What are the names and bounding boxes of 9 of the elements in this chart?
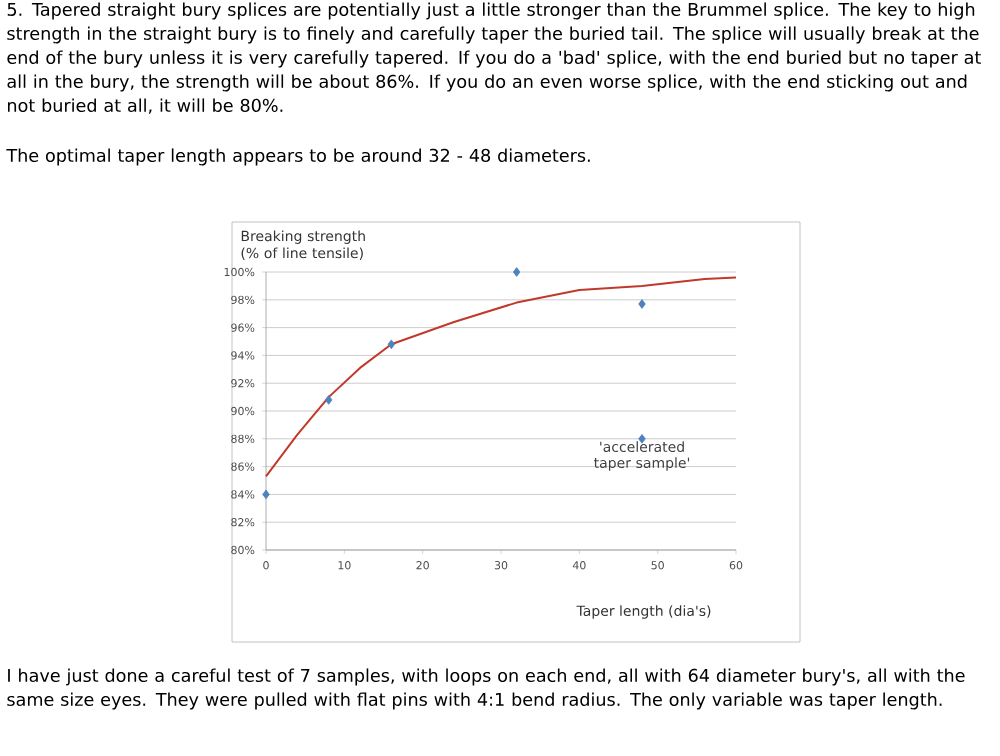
text: 5. Tapered straight bury splices are potentially just a little stronger than the Brummel splice. The key to high strength in the straight bury is to finely and carefully taper the buried tail. The splice will usually break at the end of the bury unless it is very carefully tapered. If you do a 'bad' splice, with the end buried but no taper at all in the bury, the strength will be about 86%. If you do an even worse splice, with the end sticking out and not buried at all, it will be 80%. xyxy=(7,2,981,114)
point xyxy=(262,489,270,500)
point xyxy=(324,395,333,405)
point xyxy=(638,299,646,309)
line-series xyxy=(265,276,737,478)
text: The optimal taper length appears to be around 32 - 48 diameters. xyxy=(6,148,590,166)
text: I have just done a careful test of 7 samples, with loops on each end, all with 64 diameter bury's, all with the same size eyes. They were pulled with flat pins with 4:1 bend radius. The only variable was taper length. xyxy=(7,668,965,710)
point xyxy=(512,267,521,277)
point xyxy=(387,339,396,350)
